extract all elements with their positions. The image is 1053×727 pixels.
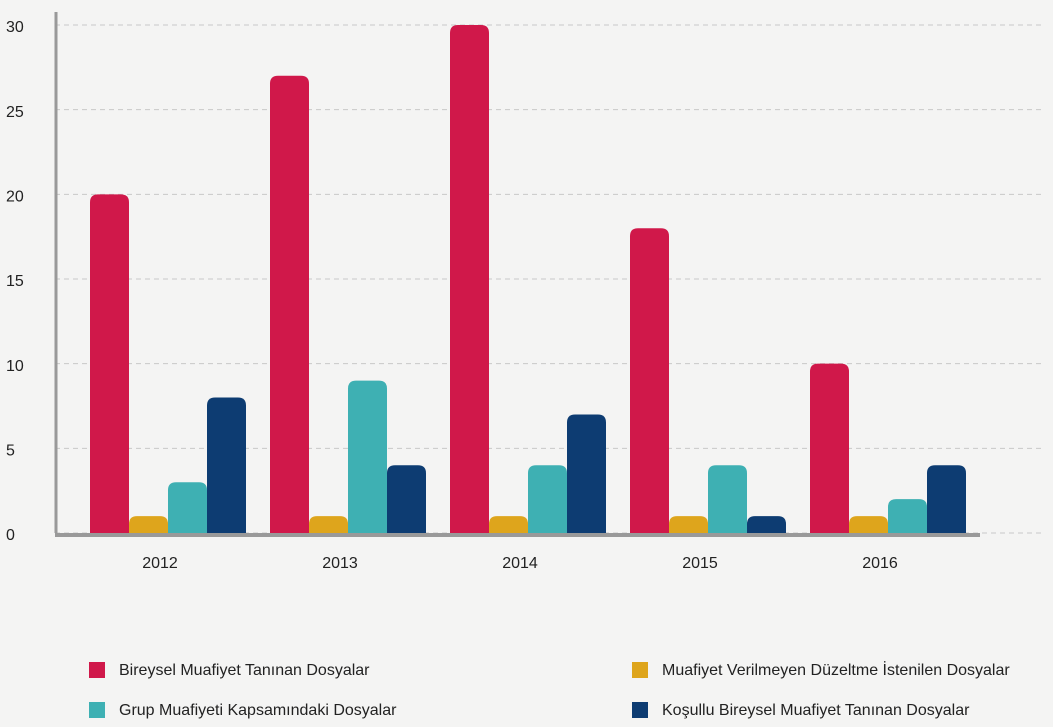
bar [348, 380, 387, 533]
x-tick-label: 2015 [682, 555, 718, 572]
bar [810, 363, 849, 533]
bar [489, 516, 528, 533]
bar [849, 516, 888, 533]
bar [450, 25, 489, 533]
legend-label: Bireysel Muafiyet Tanınan Dosyalar [119, 662, 370, 679]
legend-label: Koşullu Bireysel Muafiyet Tanınan Dosyal… [662, 702, 970, 719]
bar [669, 516, 708, 533]
x-tick-label: 2014 [502, 555, 538, 572]
legend-swatch [89, 662, 105, 678]
y-tick-label: 5 [6, 443, 15, 460]
bar [90, 194, 129, 534]
y-tick-label: 0 [6, 527, 15, 544]
bar [387, 465, 426, 533]
y-tick-label: 25 [6, 104, 24, 121]
x-tick-label: 2016 [862, 555, 898, 572]
legend-swatch [632, 702, 648, 718]
bar [567, 414, 606, 533]
legend-swatch [89, 702, 105, 718]
bar [747, 516, 786, 533]
bar [309, 516, 348, 533]
x-tick-label: 2013 [322, 555, 358, 572]
legend-label: Muafiyet Verilmeyen Düzeltme İstenilen D… [662, 660, 1010, 679]
bar [927, 465, 966, 533]
bar [129, 516, 168, 533]
y-tick-label: 10 [6, 358, 24, 375]
x-tick-label: 2012 [142, 555, 178, 572]
y-tick-label: 15 [6, 273, 24, 290]
bar [528, 465, 567, 533]
legend-swatch [632, 662, 648, 678]
bar [708, 465, 747, 533]
bar [270, 75, 309, 534]
bar [207, 397, 246, 533]
legend-label: Grup Muafiyeti Kapsamındaki Dosyalar [119, 702, 397, 719]
bar [888, 499, 927, 533]
y-tick-label: 30 [6, 19, 24, 36]
bar [630, 228, 669, 533]
y-tick-label: 20 [6, 189, 24, 206]
bar [168, 482, 207, 533]
